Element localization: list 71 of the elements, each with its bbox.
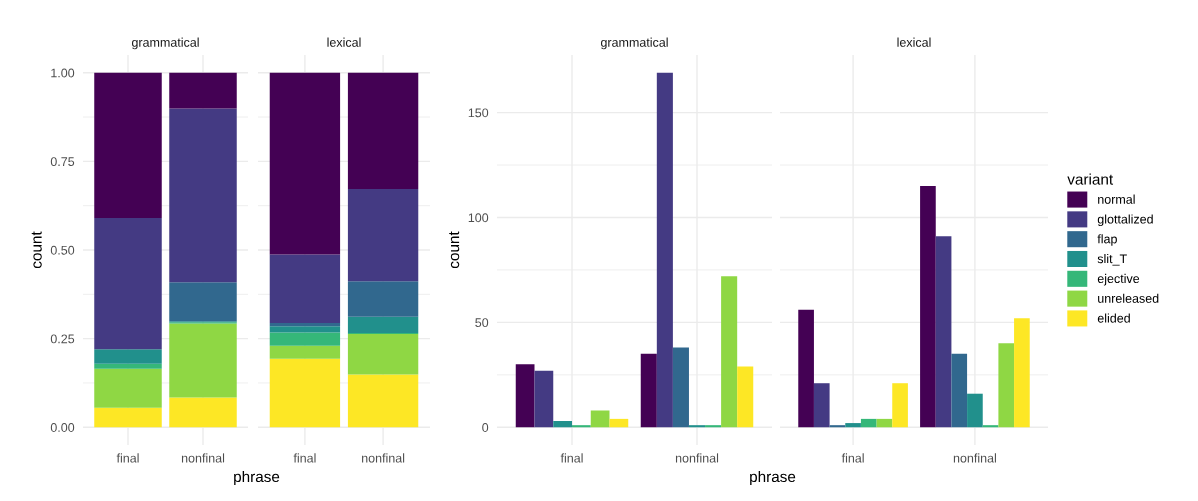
y-tick-label: 0.00 [50, 423, 75, 432]
bar [94, 349, 162, 364]
y-tick-label: 50 [475, 318, 489, 328]
x-tick-label: final [116, 453, 139, 463]
bar [982, 425, 999, 428]
bar [347, 281, 419, 317]
bar [1014, 318, 1030, 428]
legend-label: ejective [1097, 273, 1140, 286]
y-tick-label: 0.75 [50, 157, 75, 167]
x-tick-label: nonfinal [181, 453, 225, 463]
x-tick-label: nonfinal [675, 453, 719, 463]
bar [967, 393, 983, 428]
bar [269, 332, 341, 346]
x-tick-label: final [293, 453, 316, 463]
bar [998, 343, 1015, 428]
x-axis-title: phrase [750, 470, 796, 486]
bar [829, 425, 846, 428]
bar [935, 236, 952, 428]
x-tick-label: final [841, 453, 864, 463]
bar [269, 72, 341, 255]
bar [94, 368, 162, 408]
chart-title: lexical [327, 37, 361, 47]
y-tick-label: 0 [482, 423, 489, 432]
bar [269, 254, 341, 324]
bar [94, 72, 162, 219]
x-axis-title: phrase [234, 470, 280, 486]
bar [169, 323, 237, 398]
bar [347, 334, 419, 375]
bar [860, 418, 877, 428]
y-axis-title: count [31, 231, 42, 269]
bar [813, 383, 830, 428]
y-axis-title: count [449, 231, 460, 269]
chart-title: grammatical [600, 37, 668, 50]
bar [94, 218, 162, 350]
chart-title: grammatical [131, 37, 199, 50]
bar [94, 407, 162, 428]
bar [94, 363, 162, 369]
chart-title: lexical [897, 37, 931, 47]
legend-label: glottalized [1097, 214, 1153, 227]
bar [892, 383, 908, 428]
bar [876, 418, 893, 428]
y-tick-label: 1.00 [51, 68, 75, 78]
bar [920, 186, 936, 428]
bar [169, 72, 237, 109]
bar [798, 309, 814, 428]
bar [269, 323, 341, 327]
legend-label: elided [1097, 313, 1130, 323]
x-tick-label: nonfinal [953, 453, 996, 463]
bar [347, 316, 419, 333]
legend-title: variant [1067, 173, 1114, 185]
bar [169, 282, 237, 322]
y-tick-label: 150 [468, 108, 489, 118]
legend-label: normal [1098, 194, 1135, 204]
y-tick-label: 0.50 [50, 245, 75, 255]
x-tick-label: final [560, 453, 583, 463]
bar [269, 326, 341, 333]
bar [951, 353, 968, 428]
x-tick-label: nonfinal [362, 453, 405, 463]
legend-label: slit_T [1097, 254, 1127, 266]
legend-label: unreleased [1098, 293, 1159, 303]
legend-label: flap [1097, 234, 1117, 246]
bar [347, 374, 419, 428]
bar [169, 397, 237, 428]
y-tick-label: 0.25 [50, 334, 75, 344]
bar [347, 189, 419, 282]
y-tick-label: 100 [468, 213, 489, 223]
bar [347, 72, 419, 190]
bar [269, 358, 341, 428]
bar [169, 108, 237, 283]
bar [845, 423, 861, 428]
bar [269, 345, 341, 359]
